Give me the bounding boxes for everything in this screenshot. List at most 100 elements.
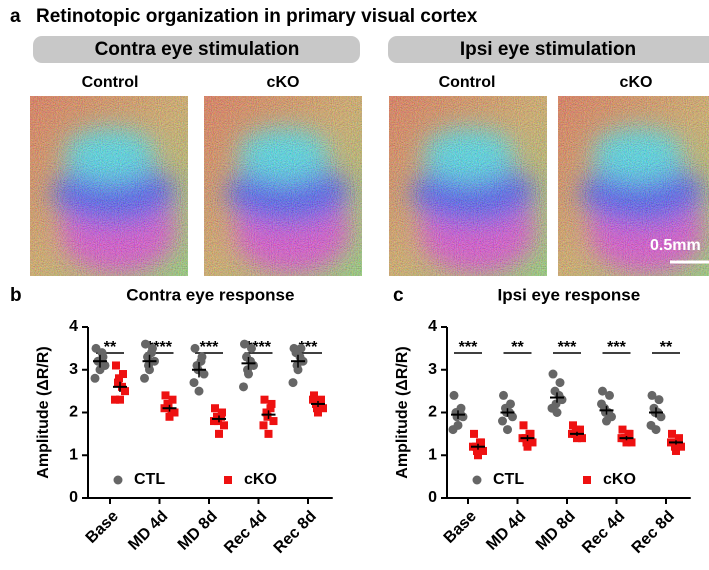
- data-point: [476, 438, 484, 446]
- legend-label: CTL: [134, 471, 165, 488]
- y-tick-label: 3: [428, 361, 437, 378]
- data-point: [549, 370, 558, 379]
- data-point: [144, 361, 153, 370]
- y-tick-label: 2: [428, 404, 437, 421]
- x-tick-label: Rec 8d: [271, 508, 320, 557]
- x-tick-label: Rec 4d: [579, 508, 628, 557]
- chart-title: Ipsi eye response: [498, 285, 641, 304]
- legend-label: CTL: [493, 471, 524, 488]
- data-point: [111, 396, 119, 404]
- data-point: [602, 417, 611, 426]
- chart-title: Contra eye response: [126, 285, 294, 304]
- x-tick-label: Rec 8d: [629, 508, 678, 557]
- significance-label: **: [511, 339, 524, 356]
- data-point: [503, 425, 512, 434]
- data-point: [112, 361, 120, 369]
- y-axis-label: Amplitude (ΔR/R): [394, 346, 411, 478]
- data-point: [552, 399, 561, 408]
- y-axis-label: Amplitude (ΔR/R): [35, 346, 52, 478]
- data-point: [190, 378, 199, 387]
- image-label: Control: [439, 74, 496, 91]
- x-tick-label: MD 4d: [125, 508, 171, 554]
- data-point: [520, 421, 528, 429]
- x-tick-label: Base: [83, 508, 122, 547]
- y-tick-label: 0: [428, 489, 437, 506]
- data-point: [243, 365, 252, 374]
- data-point: [453, 412, 462, 421]
- data-point: [572, 426, 580, 434]
- data-point: [168, 409, 176, 417]
- data-point: [197, 357, 206, 366]
- data-point: [293, 361, 302, 370]
- data-point: [499, 391, 508, 400]
- y-tick-label: 0: [69, 489, 78, 506]
- retinotopic-map: [30, 96, 188, 276]
- data-point: [498, 417, 507, 426]
- data-point: [247, 344, 256, 353]
- data-point: [261, 396, 269, 404]
- data-point: [556, 378, 565, 387]
- data-point: [655, 395, 664, 404]
- data-point: [450, 391, 459, 400]
- data-point: [215, 430, 223, 438]
- image-label: cKO: [620, 74, 653, 91]
- data-point: [605, 391, 614, 400]
- data-point: [165, 400, 173, 408]
- figure: a Retinotopic organization in primary vi…: [0, 0, 709, 570]
- x-tick-label: Base: [441, 508, 480, 547]
- group-title: Ipsi eye stimulation: [460, 39, 636, 60]
- data-point: [98, 348, 107, 357]
- panel-letter: a: [10, 6, 21, 27]
- data-point: [449, 425, 458, 434]
- data-point: [115, 374, 123, 382]
- data-point: [260, 421, 268, 429]
- significance-label: ***: [607, 339, 626, 356]
- image-label: Control: [82, 74, 139, 91]
- group-title: Contra eye stimulation: [95, 39, 300, 60]
- data-point: [473, 476, 482, 485]
- data-point: [583, 476, 591, 484]
- x-tick-label: MD 8d: [175, 508, 221, 554]
- y-tick-label: 4: [69, 318, 78, 335]
- legend-label: cKO: [603, 471, 636, 488]
- retinotopic-map: [204, 96, 362, 276]
- data-point: [668, 430, 676, 438]
- data-point: [647, 421, 656, 430]
- data-point: [91, 374, 100, 383]
- data-point: [114, 476, 123, 485]
- y-tick-label: 2: [69, 404, 78, 421]
- data-point: [313, 404, 321, 412]
- data-point: [597, 399, 606, 408]
- scale-bar-label: 0.5mm: [650, 237, 701, 254]
- data-point: [289, 378, 298, 387]
- y-tick-label: 1: [428, 446, 437, 463]
- x-tick-label: Rec 4d: [221, 508, 270, 557]
- retinotopic-map: [389, 96, 547, 276]
- data-point: [523, 438, 531, 446]
- data-point: [191, 344, 200, 353]
- image-label: cKO: [267, 74, 300, 91]
- x-tick-label: MD 8d: [533, 508, 579, 554]
- data-point: [601, 408, 610, 417]
- data-point: [140, 374, 149, 383]
- data-point: [470, 430, 478, 438]
- data-point: [147, 348, 156, 357]
- data-point: [224, 476, 232, 484]
- data-point: [265, 430, 273, 438]
- data-point: [671, 443, 679, 451]
- data-point: [526, 430, 534, 438]
- significance-label: **: [660, 339, 673, 356]
- panel-letter: c: [393, 285, 404, 306]
- y-tick-label: 1: [69, 446, 78, 463]
- data-point: [239, 382, 248, 391]
- data-point: [555, 391, 564, 400]
- y-tick-label: 4: [428, 318, 437, 335]
- data-point: [246, 357, 255, 366]
- data-point: [211, 404, 219, 412]
- data-point: [162, 391, 170, 399]
- data-point: [195, 387, 204, 396]
- data-point: [296, 352, 305, 361]
- data-point: [473, 447, 481, 455]
- significance-label: ***: [558, 339, 577, 356]
- panel-letter: b: [10, 285, 22, 306]
